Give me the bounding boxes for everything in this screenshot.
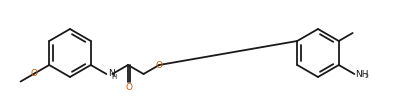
Text: 2: 2 xyxy=(363,74,367,79)
Text: O: O xyxy=(125,83,132,92)
Text: H: H xyxy=(112,74,117,80)
Text: O: O xyxy=(31,69,38,78)
Text: NH: NH xyxy=(354,70,368,79)
Text: N: N xyxy=(108,68,114,77)
Text: O: O xyxy=(155,60,162,70)
